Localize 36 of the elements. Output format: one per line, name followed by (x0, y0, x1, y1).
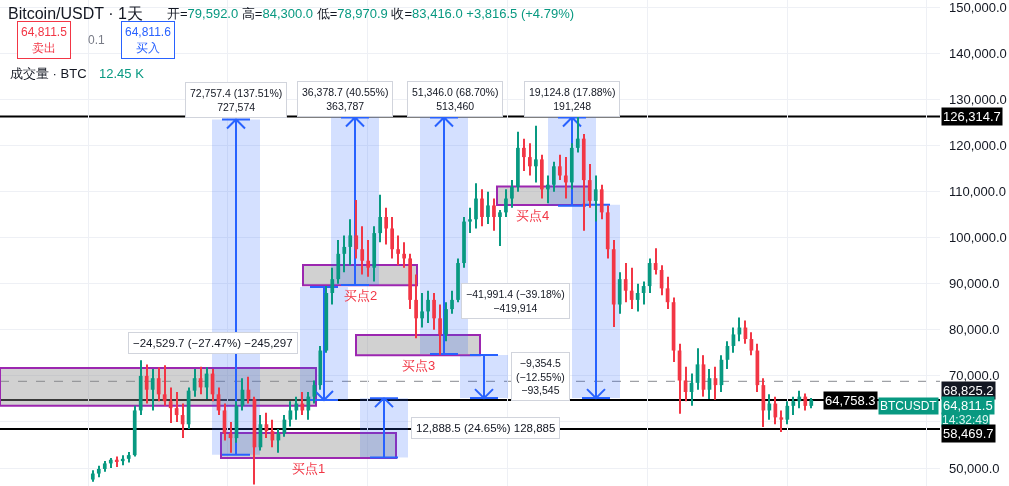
band-label: 买点4 (516, 208, 550, 223)
y-tick-label: 70,000.0 (949, 368, 1000, 384)
ref-line-label: 58,469.7 (943, 426, 994, 441)
band-label: 51,346.0 (68.70%) 513,460 (412, 86, 499, 112)
y-tick-label: 130,000.0 (949, 92, 1007, 108)
ref-line-label: 126,314.7 (943, 109, 1001, 124)
y-tick-label: 80,000.0 (949, 322, 1000, 338)
band-label: 买点2 (344, 288, 378, 303)
band-label: 72,757.4 (137.51%) 727,574 (190, 87, 283, 113)
ref-line-label: 64,758.3 (825, 393, 876, 408)
band-label: 12,888.5 (24.65%) 128,885 (416, 422, 556, 434)
y-tick-label: 120,000.0 (949, 138, 1007, 154)
band-label: 买点3 (402, 358, 436, 373)
y-tick-label: 150,000.0 (949, 0, 1007, 15)
y-tick-label: 50,000.0 (949, 460, 1000, 476)
annotation: 64,811.5 卖出 (21, 25, 68, 55)
text: 开=79,592.0 高=84,300.0 低=78,970.9 收=83,416.0 +3,816.5 (+4.79%) (167, 6, 575, 21)
text: 14:32:49 (942, 413, 990, 427)
annotation: 64,811.6 买入 (125, 25, 172, 55)
annotation: 12.45 K (99, 66, 145, 81)
ref-line-label: 68,825.2 (943, 383, 994, 398)
y-tick-label: 110,000.0 (949, 184, 1006, 200)
chart-title: Bitcoin/USDT · 1天 (8, 4, 143, 22)
band-label: −24,529.7 (−27.47%) −245,297 (133, 337, 293, 349)
annotation: 成交量 · BTC (10, 66, 87, 81)
band-label: 买点1 (292, 461, 326, 476)
band-label: 36,378.7 (40.55%) 363,787 (302, 86, 389, 112)
annotation: 0.1 (88, 33, 106, 47)
y-tick-label: 100,000.0 (949, 230, 1007, 246)
band-label: −41,991.4 (−39.18%) −419,914 (466, 288, 565, 314)
annotation: BTCUSDT (880, 399, 938, 413)
text: 64,811.5 (943, 398, 993, 413)
y-tick-label: 90,000.0 (949, 276, 1000, 292)
band-label: 19,124.8 (17.88%) 191,248 (529, 86, 616, 112)
band-label: −9,354.5 (−12.55%) −93,545 (516, 357, 565, 397)
y-tick-label: 140,000.0 (949, 45, 1007, 61)
